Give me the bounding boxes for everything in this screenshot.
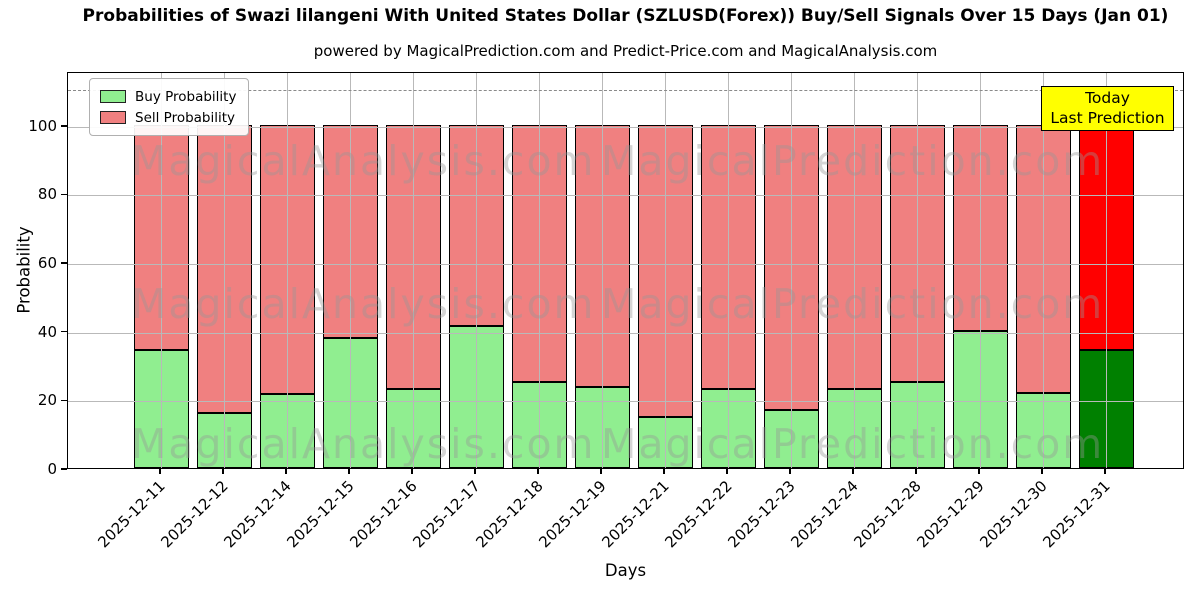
x-tick-mark: [411, 469, 413, 474]
y-tick-mark: [61, 399, 67, 402]
chart-title: Probabilities of Swazi lilangeni With Un…: [82, 6, 1169, 26]
legend-entry-buy: Buy Probability: [100, 86, 236, 107]
h-gridline: [68, 195, 1183, 197]
v-gridline: [664, 73, 666, 468]
legend-buy-swatch: [100, 90, 126, 103]
x-tick-mark: [159, 469, 161, 474]
y-tick-mark: [61, 262, 67, 264]
x-tick-mark: [1041, 469, 1043, 474]
h-gridline: [68, 264, 1183, 266]
annotation-line-1: Today: [1085, 89, 1130, 107]
x-tick-mark: [663, 469, 665, 474]
v-gridline: [286, 73, 288, 468]
v-gridline: [160, 73, 162, 468]
annotation-line-2: Last Prediction: [1050, 109, 1165, 127]
x-tick-mark: [537, 469, 539, 474]
x-tick-mark: [222, 469, 224, 474]
v-gridline: [853, 73, 855, 468]
v-gridline: [475, 73, 477, 468]
v-gridline: [412, 73, 414, 468]
y-tick-mark: [61, 468, 67, 470]
x-tick-mark: [915, 469, 917, 474]
v-gridline: [223, 73, 225, 468]
x-tick-mark: [474, 469, 476, 474]
threshold-dashed-line: [68, 89, 1183, 91]
plot-area: MagicalAnalysis.com MagicalPrediction.com…: [67, 72, 1184, 469]
legend-buy-label: Buy Probability: [135, 88, 237, 105]
x-tick-mark: [285, 469, 287, 474]
v-gridline: [1105, 73, 1107, 468]
x-tick-mark: [978, 469, 980, 474]
h-gridline: [68, 332, 1183, 334]
grid-layer: [68, 73, 1183, 468]
v-gridline: [727, 73, 729, 468]
v-gridline: [790, 73, 792, 468]
x-tick-mark: [726, 469, 728, 474]
h-gridline: [68, 401, 1183, 403]
x-tick-mark: [600, 469, 602, 474]
y-tick-label: 20: [37, 391, 57, 410]
y-tick-label: 100: [28, 116, 57, 135]
v-gridline: [916, 73, 918, 468]
legend-entry-sell: Sell Probability: [100, 107, 236, 128]
x-tick-mark: [1104, 469, 1106, 474]
v-gridline: [538, 73, 540, 468]
x-tick-mark: [348, 469, 350, 474]
v-gridline: [601, 73, 603, 468]
chart-subtitle: powered by MagicalPrediction.com and Pre…: [313, 42, 938, 60]
y-tick-label: 0: [47, 460, 57, 478]
legend-sell-label: Sell Probability: [135, 109, 236, 126]
y-tick-mark: [61, 125, 67, 127]
v-gridline: [1042, 73, 1044, 468]
y-tick-label: 80: [37, 185, 57, 204]
today-annotation-box: Today Last Prediction: [1041, 86, 1174, 131]
y-tick-mark: [61, 193, 67, 196]
x-tick-mark: [789, 469, 791, 474]
legend: Buy Probability Sell Probability: [89, 78, 250, 136]
legend-sell-swatch: [100, 111, 126, 124]
v-gridline: [349, 73, 351, 468]
x-tick-mark: [852, 469, 854, 474]
x-axis-label: Days: [604, 561, 647, 580]
h-gridline: [68, 126, 1183, 128]
v-gridline: [979, 73, 981, 468]
y-tick-label: 40: [37, 322, 57, 341]
y-tick-label: 60: [37, 254, 57, 273]
y-tick-mark: [61, 330, 67, 333]
